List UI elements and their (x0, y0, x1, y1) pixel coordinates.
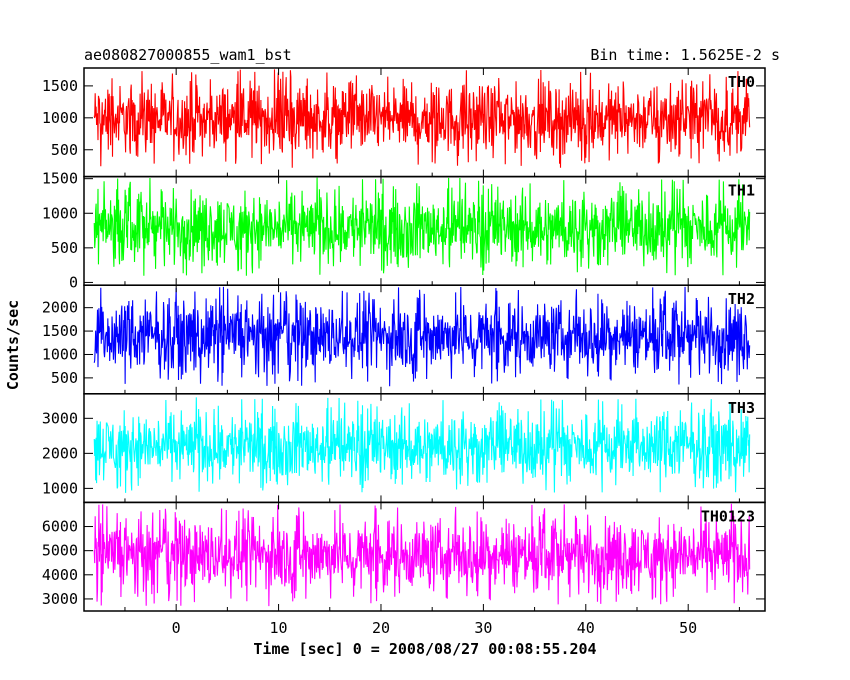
panel-label: TH0 (728, 73, 755, 91)
y-axis-label: Counts/sec (4, 300, 22, 390)
panel-th2: 500 1000 1500 2000 TH2 (42, 284, 766, 395)
y-tick-label: 1000 (42, 204, 78, 222)
panel-label: TH1 (728, 182, 755, 200)
y-tick-label: 500 (51, 239, 78, 257)
y-tick-label: 1500 (42, 322, 78, 340)
y-tick-label: 5000 (42, 542, 78, 560)
y-tick-label: 0 (69, 273, 78, 291)
y-tick-label: 500 (51, 141, 78, 159)
x-axis-label: Time [sec] 0 = 2008/08/27 00:08:55.204 (253, 640, 596, 658)
x-tick-label: 50 (679, 619, 697, 637)
x-tick-label: 0 (172, 619, 181, 637)
y-tick-label: 1500 (42, 170, 78, 188)
panel-th0123: 3000 4000 5000 6000 TH0123 (42, 501, 766, 612)
bin-time-label: Bin time: 1.5625E-2 s (590, 46, 780, 64)
y-tick-label: 1000 (42, 345, 78, 363)
y-tick-label: 3000 (42, 409, 78, 427)
series-line-th3 (93, 397, 751, 493)
panels-group: 500 1000 1500 TH0 0 500 1000 1500 TH1 500 1000 1500… (42, 67, 766, 612)
y-tick-label: 3000 (42, 590, 78, 608)
x-axis: 0 10 20 30 40 50 (172, 619, 698, 637)
series-line-th1 (93, 177, 751, 276)
series-line-th2 (93, 286, 751, 387)
panel-th1: 0 500 1000 1500 TH1 (42, 170, 766, 291)
y-tick-label: 500 (51, 369, 78, 387)
series-line-th0123 (93, 503, 751, 607)
y-tick-label: 6000 (42, 518, 78, 536)
panel-label: TH2 (728, 290, 755, 308)
y-tick-label: 2000 (42, 444, 78, 462)
series-line-th0 (93, 69, 751, 168)
x-tick-label: 30 (474, 619, 492, 637)
y-tick-label: 1000 (42, 479, 78, 497)
panel-label: TH0123 (701, 507, 755, 525)
x-tick-label: 20 (372, 619, 390, 637)
y-tick-label: 1500 (42, 77, 78, 95)
y-tick-label: 4000 (42, 566, 78, 584)
y-tick-label: 2000 (42, 299, 78, 317)
panel-label: TH3 (728, 399, 755, 417)
panel-th3: 1000 2000 3000 TH3 (42, 393, 766, 504)
x-tick-label: 40 (577, 619, 595, 637)
x-tick-label: 10 (270, 619, 288, 637)
panel-frame (83, 501, 766, 612)
chart-title: ae080827000855_wam1_bst (84, 46, 292, 64)
y-tick-label: 1000 (42, 109, 78, 127)
panel-th0: 500 1000 1500 TH0 (42, 67, 766, 178)
